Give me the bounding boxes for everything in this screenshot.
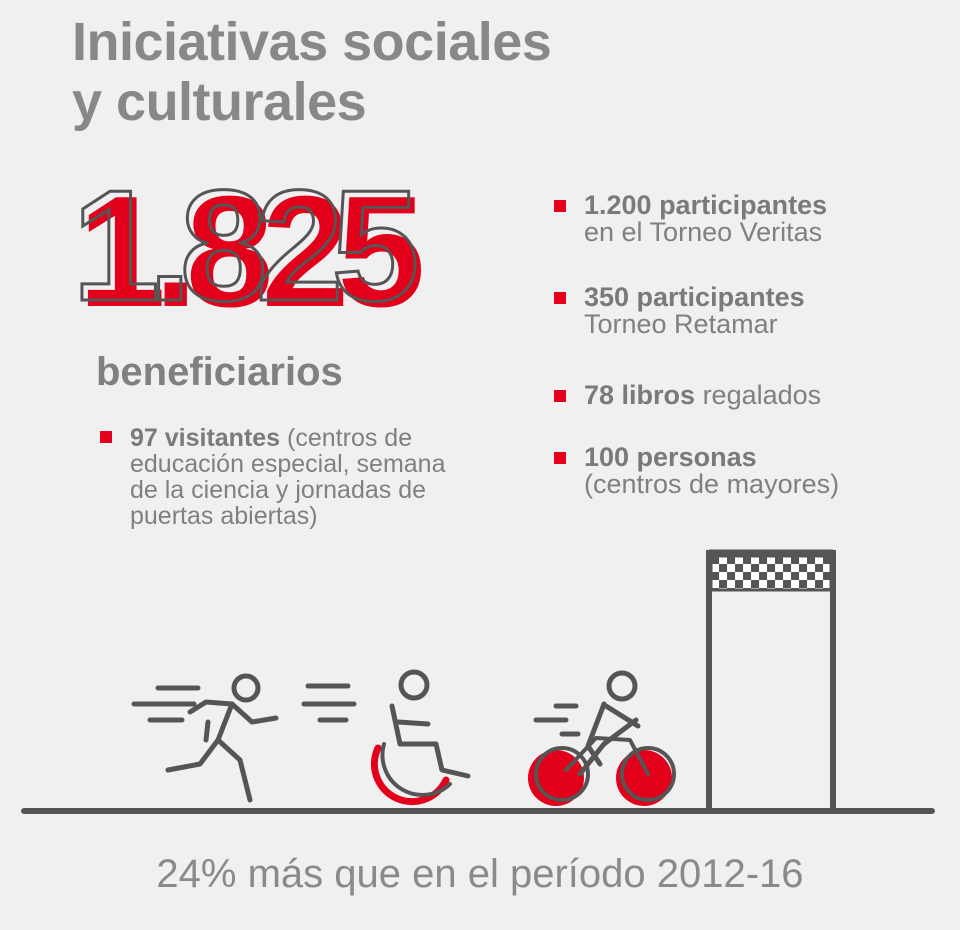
finish-flag-icon bbox=[706, 549, 836, 808]
page-title: Iniciativas sociales y culturales bbox=[72, 12, 552, 132]
title-line-1: Iniciativas sociales bbox=[72, 12, 552, 72]
big-number-shadow: 1.825 bbox=[78, 178, 422, 328]
veritas-bullet: 1.200 participantes en el Torneo Veritas bbox=[554, 192, 827, 246]
elderly-bold: 100 personas bbox=[584, 442, 757, 472]
elderly-bullet: 100 personas (centros de mayores) bbox=[554, 444, 839, 498]
bullet-square bbox=[554, 292, 566, 304]
retamar-bold: 350 participantes bbox=[584, 282, 805, 312]
books-bold: 78 libros bbox=[584, 380, 696, 410]
bullet-square bbox=[554, 452, 566, 464]
runner-icon bbox=[131, 673, 279, 803]
visitors-bold: 97 visitantes bbox=[130, 424, 281, 452]
big-number: 1.825 1.825 bbox=[71, 178, 434, 328]
footer-text: 24% más que en el período 2012-16 bbox=[156, 852, 804, 896]
visitors-line-1: (centros de bbox=[287, 424, 413, 452]
retamar-rest: Torneo Retamar bbox=[584, 309, 778, 339]
visitors-line-3: de la ciencia y jornadas de bbox=[130, 476, 427, 504]
elderly-rest: (centros de mayores) bbox=[584, 469, 840, 499]
wheelchair-icon bbox=[301, 669, 471, 806]
big-number-outline: 1.825 bbox=[72, 178, 416, 328]
visitors-bullet: 97 visitantes (centros de educación espe… bbox=[100, 425, 445, 529]
retamar-bullet: 350 participantes Torneo Retamar bbox=[554, 284, 805, 338]
books-rest: regalados bbox=[702, 380, 822, 410]
bullet-square bbox=[100, 431, 112, 443]
veritas-bold: 1.200 participantes bbox=[584, 190, 828, 220]
beneficiaries-label: beneficiarios bbox=[96, 350, 343, 394]
visitors-line-2: educación especial, semana bbox=[130, 450, 446, 478]
race-illustration bbox=[21, 549, 935, 814]
visitors-line-4: puertas abiertas) bbox=[130, 502, 318, 530]
cyclist-icon bbox=[528, 670, 676, 806]
bullet-square bbox=[554, 390, 566, 402]
books-bullet: 78 libros regalados bbox=[554, 382, 821, 409]
title-line-2: y culturales bbox=[72, 72, 367, 132]
veritas-rest: en el Torneo Veritas bbox=[584, 217, 823, 247]
bullet-square bbox=[554, 200, 566, 212]
